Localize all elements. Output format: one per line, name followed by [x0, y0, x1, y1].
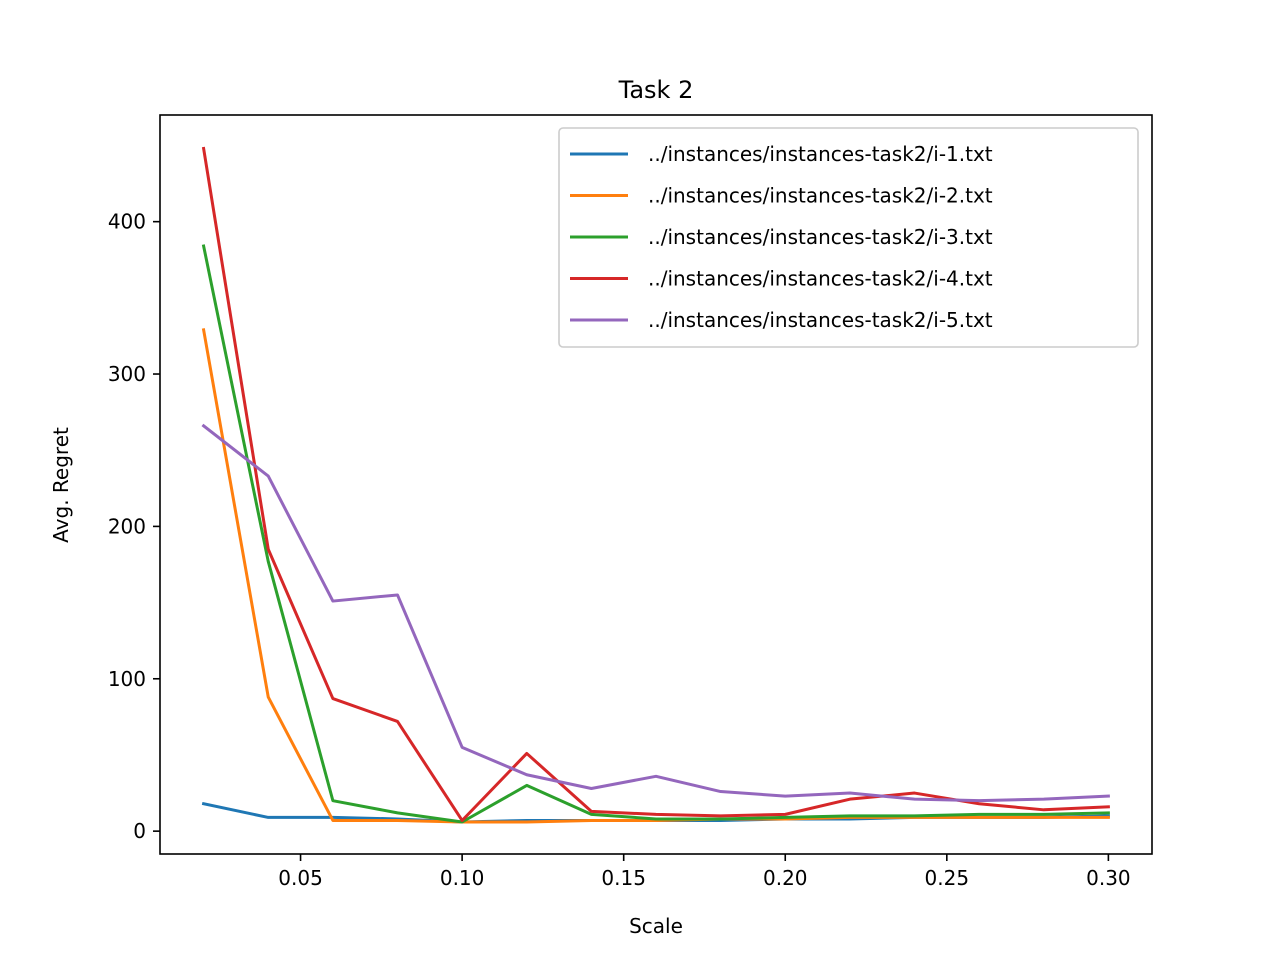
x-tick-label: 0.30 — [1086, 866, 1131, 890]
y-tick-label: 200 — [108, 514, 146, 538]
y-tick-label: 300 — [108, 362, 146, 386]
legend-box — [558, 127, 1139, 348]
x-tick-label: 0.20 — [763, 866, 808, 890]
x-axis-label: Scale — [629, 914, 683, 938]
x-tick-label: 0.25 — [925, 866, 970, 890]
series-line-3 — [201, 244, 1110, 824]
legend-label: ../instances/instances-task2/i-5.txt — [648, 308, 993, 332]
series-line-5 — [201, 423, 1110, 803]
plot-frame — [159, 114, 1153, 855]
legend-label: ../instances/instances-task2/i-4.txt — [648, 267, 993, 291]
y-axis-label: Avg. Regret — [49, 427, 73, 543]
chart-title: Task 2 — [618, 76, 694, 104]
series-layer — [201, 146, 1110, 824]
legend: ../instances/instances-task2/i-1.txt ../i… — [558, 127, 1139, 348]
legend-label: ../instances/instances-task2/i-1.txt — [648, 142, 993, 166]
y-tick-label: 400 — [108, 210, 146, 234]
legend-label: ../instances/instances-task2/i-2.txt — [648, 184, 993, 208]
x-tick-label: 0.15 — [601, 866, 646, 890]
series-line-2 — [201, 328, 1110, 824]
x-tick-label: 0.10 — [440, 866, 485, 890]
x-tick-label: 0.05 — [278, 866, 323, 890]
x-axis: 0.05 0.10 0.15 0.20 0.25 0.30 — [278, 854, 1131, 890]
legend-label: ../instances/instances-task2/i-3.txt — [648, 225, 993, 249]
y-tick-label: 100 — [108, 667, 146, 691]
y-tick-label: 0 — [133, 819, 146, 843]
y-axis: 0 100 200 300 400 — [108, 210, 160, 843]
